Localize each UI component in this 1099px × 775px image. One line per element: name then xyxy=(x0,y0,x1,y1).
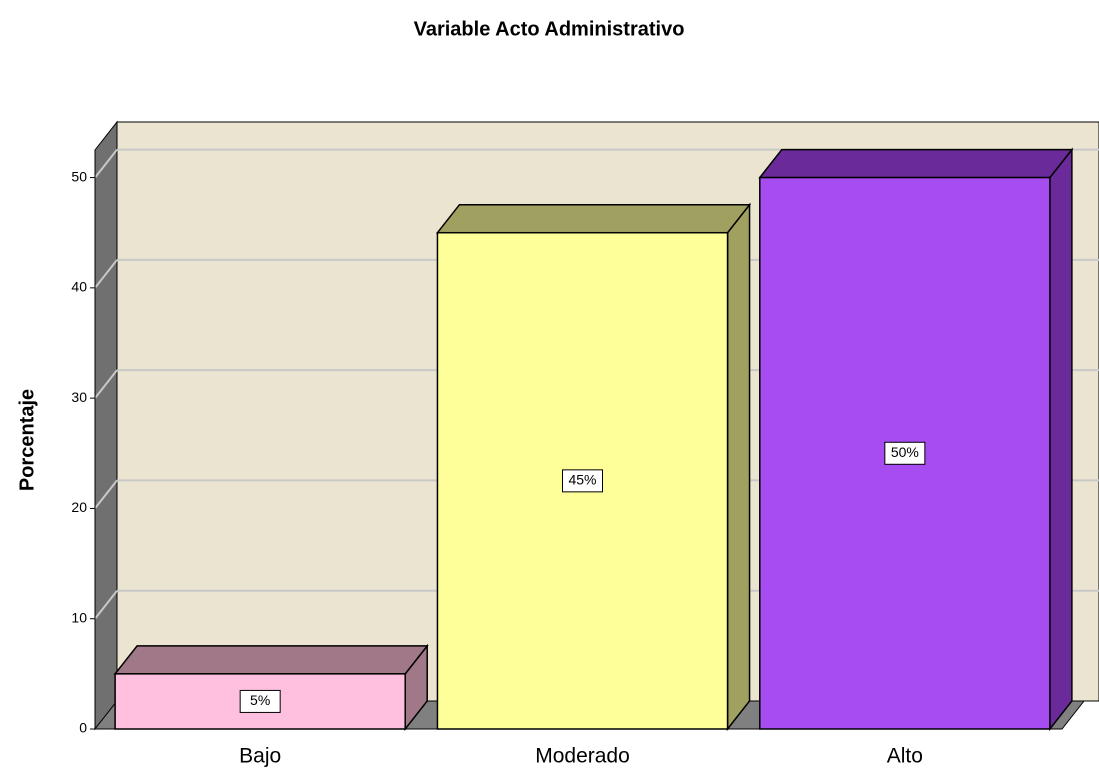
value-label-box xyxy=(239,689,281,713)
x-tick-label: Alto xyxy=(887,745,923,768)
y-axis-label: Porcentaje xyxy=(16,389,38,491)
y-tick-label: 30 xyxy=(71,389,87,405)
y-tick-label: 10 xyxy=(71,609,87,625)
grid-line xyxy=(94,590,118,620)
value-label-box xyxy=(562,469,603,493)
value-label: 50% xyxy=(891,444,919,460)
bar-top xyxy=(435,203,752,234)
value-label: 5% xyxy=(250,692,270,708)
bar-side xyxy=(1049,147,1073,732)
bar-side xyxy=(726,202,751,732)
y-tick-label: 40 xyxy=(71,279,87,295)
y-tick-label: 20 xyxy=(71,499,87,515)
grid-line xyxy=(94,369,118,399)
left-wall xyxy=(94,120,118,731)
value-label-box xyxy=(884,441,926,465)
x-tick-label: Moderado xyxy=(535,745,630,768)
x-tick-label: Bajo xyxy=(239,745,281,768)
y-tick-label: 0 xyxy=(79,720,87,736)
grid-line xyxy=(94,479,118,510)
grid-line xyxy=(94,148,118,179)
grid-line xyxy=(94,259,118,289)
value-label: 45% xyxy=(568,472,596,488)
y-tick-label: 50 xyxy=(71,168,87,184)
bar-top xyxy=(113,645,429,675)
chart-title: Variable Acto Administrativo xyxy=(414,18,685,40)
bar-top xyxy=(758,148,1074,179)
